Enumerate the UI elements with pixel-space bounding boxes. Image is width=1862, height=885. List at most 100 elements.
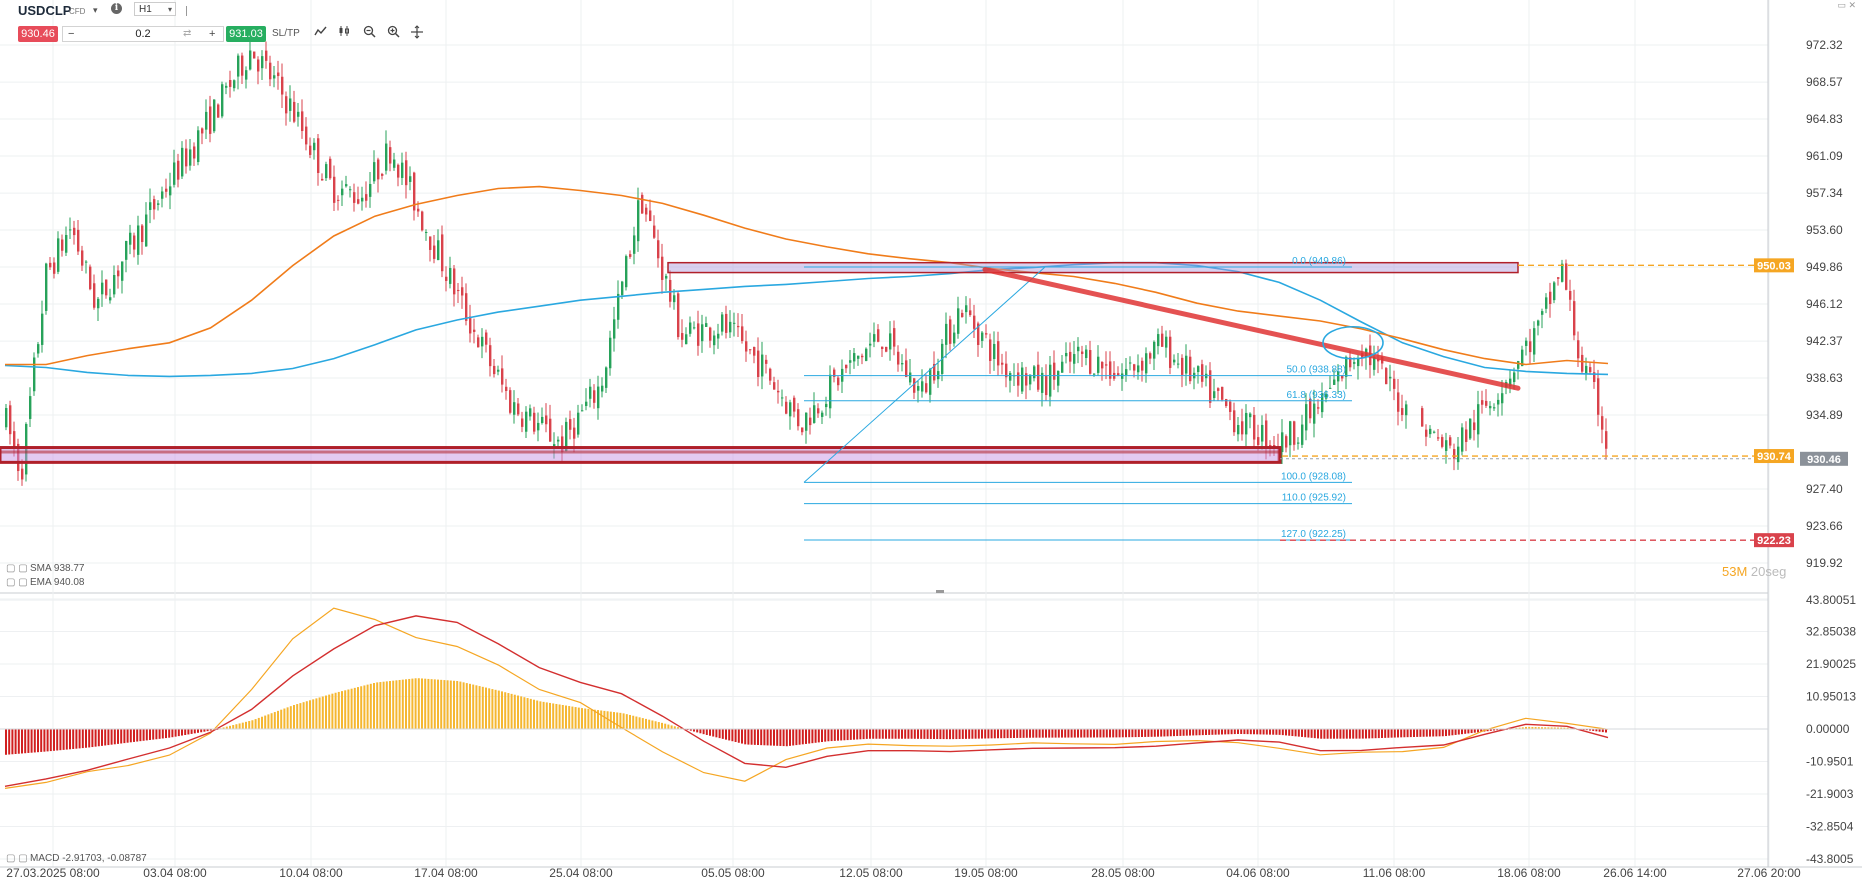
macd-histogram-bar [561,705,564,729]
macd-histogram-bar [1275,729,1278,735]
candle [289,98,292,111]
macd-histogram-bar [293,705,295,729]
indicator-toggle-icon[interactable]: ▢ ▢ [6,853,28,864]
zoom-in-icon[interactable] [385,25,401,41]
decrease-button[interactable]: − [68,28,75,40]
candle [241,55,244,76]
macd-histogram-bar [94,729,97,747]
macd-histogram-bar [917,729,919,739]
highlight-ellipse[interactable] [1322,325,1384,360]
macd-histogram-bar [129,729,132,743]
info-icon[interactable]: i [111,3,122,14]
fib-anchor-line[interactable] [803,266,1046,483]
macd-y-tick-label: 21.90025 [1806,657,1856,671]
macd-histogram-bar [1089,729,1092,738]
sltp-button[interactable]: SL/TP [272,28,300,39]
macd-histogram-bar [299,703,302,729]
candle [1201,364,1204,382]
quantity-stepper[interactable]: − 0.2 ⇄ + [62,26,224,42]
macd-histogram-bar [1189,729,1191,736]
candle [145,214,148,247]
chevron-down-icon[interactable]: ▾ [93,5,98,15]
pane-resize-handle[interactable] [936,590,944,593]
macd-histogram-bar [232,725,235,729]
macd-histogram-bar [853,729,855,740]
candle [625,256,628,288]
macd-histogram-bar [1605,729,1607,733]
resistance-zone[interactable] [667,261,1519,274]
macd-histogram-bar [798,729,801,745]
candle [885,346,888,352]
macd-histogram-bar [894,729,897,739]
buy-button[interactable]: 931.03 [226,26,266,42]
increase-button[interactable]: + [209,28,216,40]
indicator-toggle-icon[interactable]: ▢ ▢ [6,563,28,574]
x-tick-label: 19.05 08:00 [954,866,1018,880]
candle [465,293,468,321]
candle [1457,446,1460,463]
window-controls[interactable]: ▭ ✕ [1837,0,1856,10]
candle [593,390,596,403]
macd-histogram-bar [782,729,785,747]
candle [45,263,48,311]
candle [353,192,356,203]
macd-histogram-bar [667,724,670,729]
candle [713,335,716,346]
candle [733,322,736,324]
timeframe-value: H1 [139,4,152,15]
macd-histogram-bar [763,729,766,746]
fib-level-label: 0.0 (949.86) [1292,256,1346,267]
macd-histogram-bar [1006,729,1009,739]
candle [649,210,652,222]
macd-histogram-bar [65,729,68,750]
candle [329,158,332,179]
macd-histogram-bar [1099,729,1102,738]
candle [613,319,616,339]
macd-histogram-bar [376,682,379,729]
candle [1261,424,1264,442]
quantity-input[interactable]: 0.2 [135,28,151,40]
macd-histogram-bar [805,729,807,744]
macd-histogram-bar [139,729,142,742]
macd-histogram-bar [1195,729,1198,736]
candle [1573,301,1576,336]
zoom-out-icon[interactable] [361,25,377,41]
macd-histogram-bar [120,729,123,744]
fib-level-label: 110.0 (925.92) [1282,493,1346,504]
line-chart-icon[interactable] [313,25,329,41]
macd-histogram-bar [1422,729,1425,737]
swap-icon[interactable]: ⇄ [183,28,192,39]
symbol-name[interactable]: USDCLP [18,3,72,18]
candle [361,197,364,202]
macd-histogram-bar [1016,729,1019,738]
candle [1601,416,1604,430]
candle [317,138,320,174]
candle [537,422,540,431]
macd-histogram-bar [1464,729,1467,734]
macd-histogram-bar [856,729,859,740]
support-zone[interactable] [0,446,1282,464]
macd-histogram-bar [497,690,500,729]
trend-line[interactable] [982,267,1521,391]
candle [969,310,972,316]
candle [493,365,496,375]
candlestick-icon[interactable] [337,25,353,41]
candle [1197,366,1200,373]
candle [109,297,112,301]
candle [917,386,920,391]
candle [1097,356,1100,373]
indicator-toggle-icon[interactable]: ▢ ▢ [6,577,28,588]
macd-histogram-bar [1470,729,1473,734]
timeframe-select[interactable]: H1 ▾ [134,2,176,16]
macd-histogram-bar [152,729,155,740]
macd-histogram-bar [821,729,823,743]
candle [469,316,472,334]
macd-histogram-bar [1003,729,1006,739]
macd-histogram-bar [62,729,65,750]
macd-histogram-bar [939,729,942,740]
macd-histogram-bar [769,729,772,746]
macd-y-tick-label: -32.8504 [1806,820,1854,834]
crosshair-icon[interactable] [409,25,425,41]
sell-button[interactable]: 930.46 [18,26,58,42]
